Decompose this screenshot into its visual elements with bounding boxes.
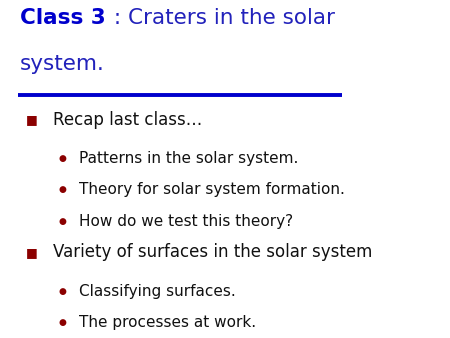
- Text: ■: ■: [26, 246, 38, 259]
- Text: How do we test this theory?: How do we test this theory?: [79, 214, 293, 228]
- Text: ●: ●: [58, 154, 67, 163]
- Text: ●: ●: [58, 217, 67, 225]
- Text: Class 3: Class 3: [20, 8, 106, 28]
- Text: Classifying surfaces.: Classifying surfaces.: [79, 284, 235, 298]
- Text: system.: system.: [20, 54, 105, 74]
- Text: Patterns in the solar system.: Patterns in the solar system.: [79, 151, 298, 166]
- Text: Variety of surfaces in the solar system: Variety of surfaces in the solar system: [53, 243, 373, 261]
- Text: : Craters in the solar: : Craters in the solar: [107, 8, 335, 28]
- Text: ■: ■: [26, 114, 38, 126]
- Text: Recap last class…: Recap last class…: [53, 111, 202, 129]
- Text: ●: ●: [58, 318, 67, 327]
- Text: Theory for solar system formation.: Theory for solar system formation.: [79, 183, 345, 197]
- Text: ●: ●: [58, 287, 67, 295]
- Text: ●: ●: [58, 186, 67, 194]
- Text: The processes at work.: The processes at work.: [79, 315, 256, 330]
